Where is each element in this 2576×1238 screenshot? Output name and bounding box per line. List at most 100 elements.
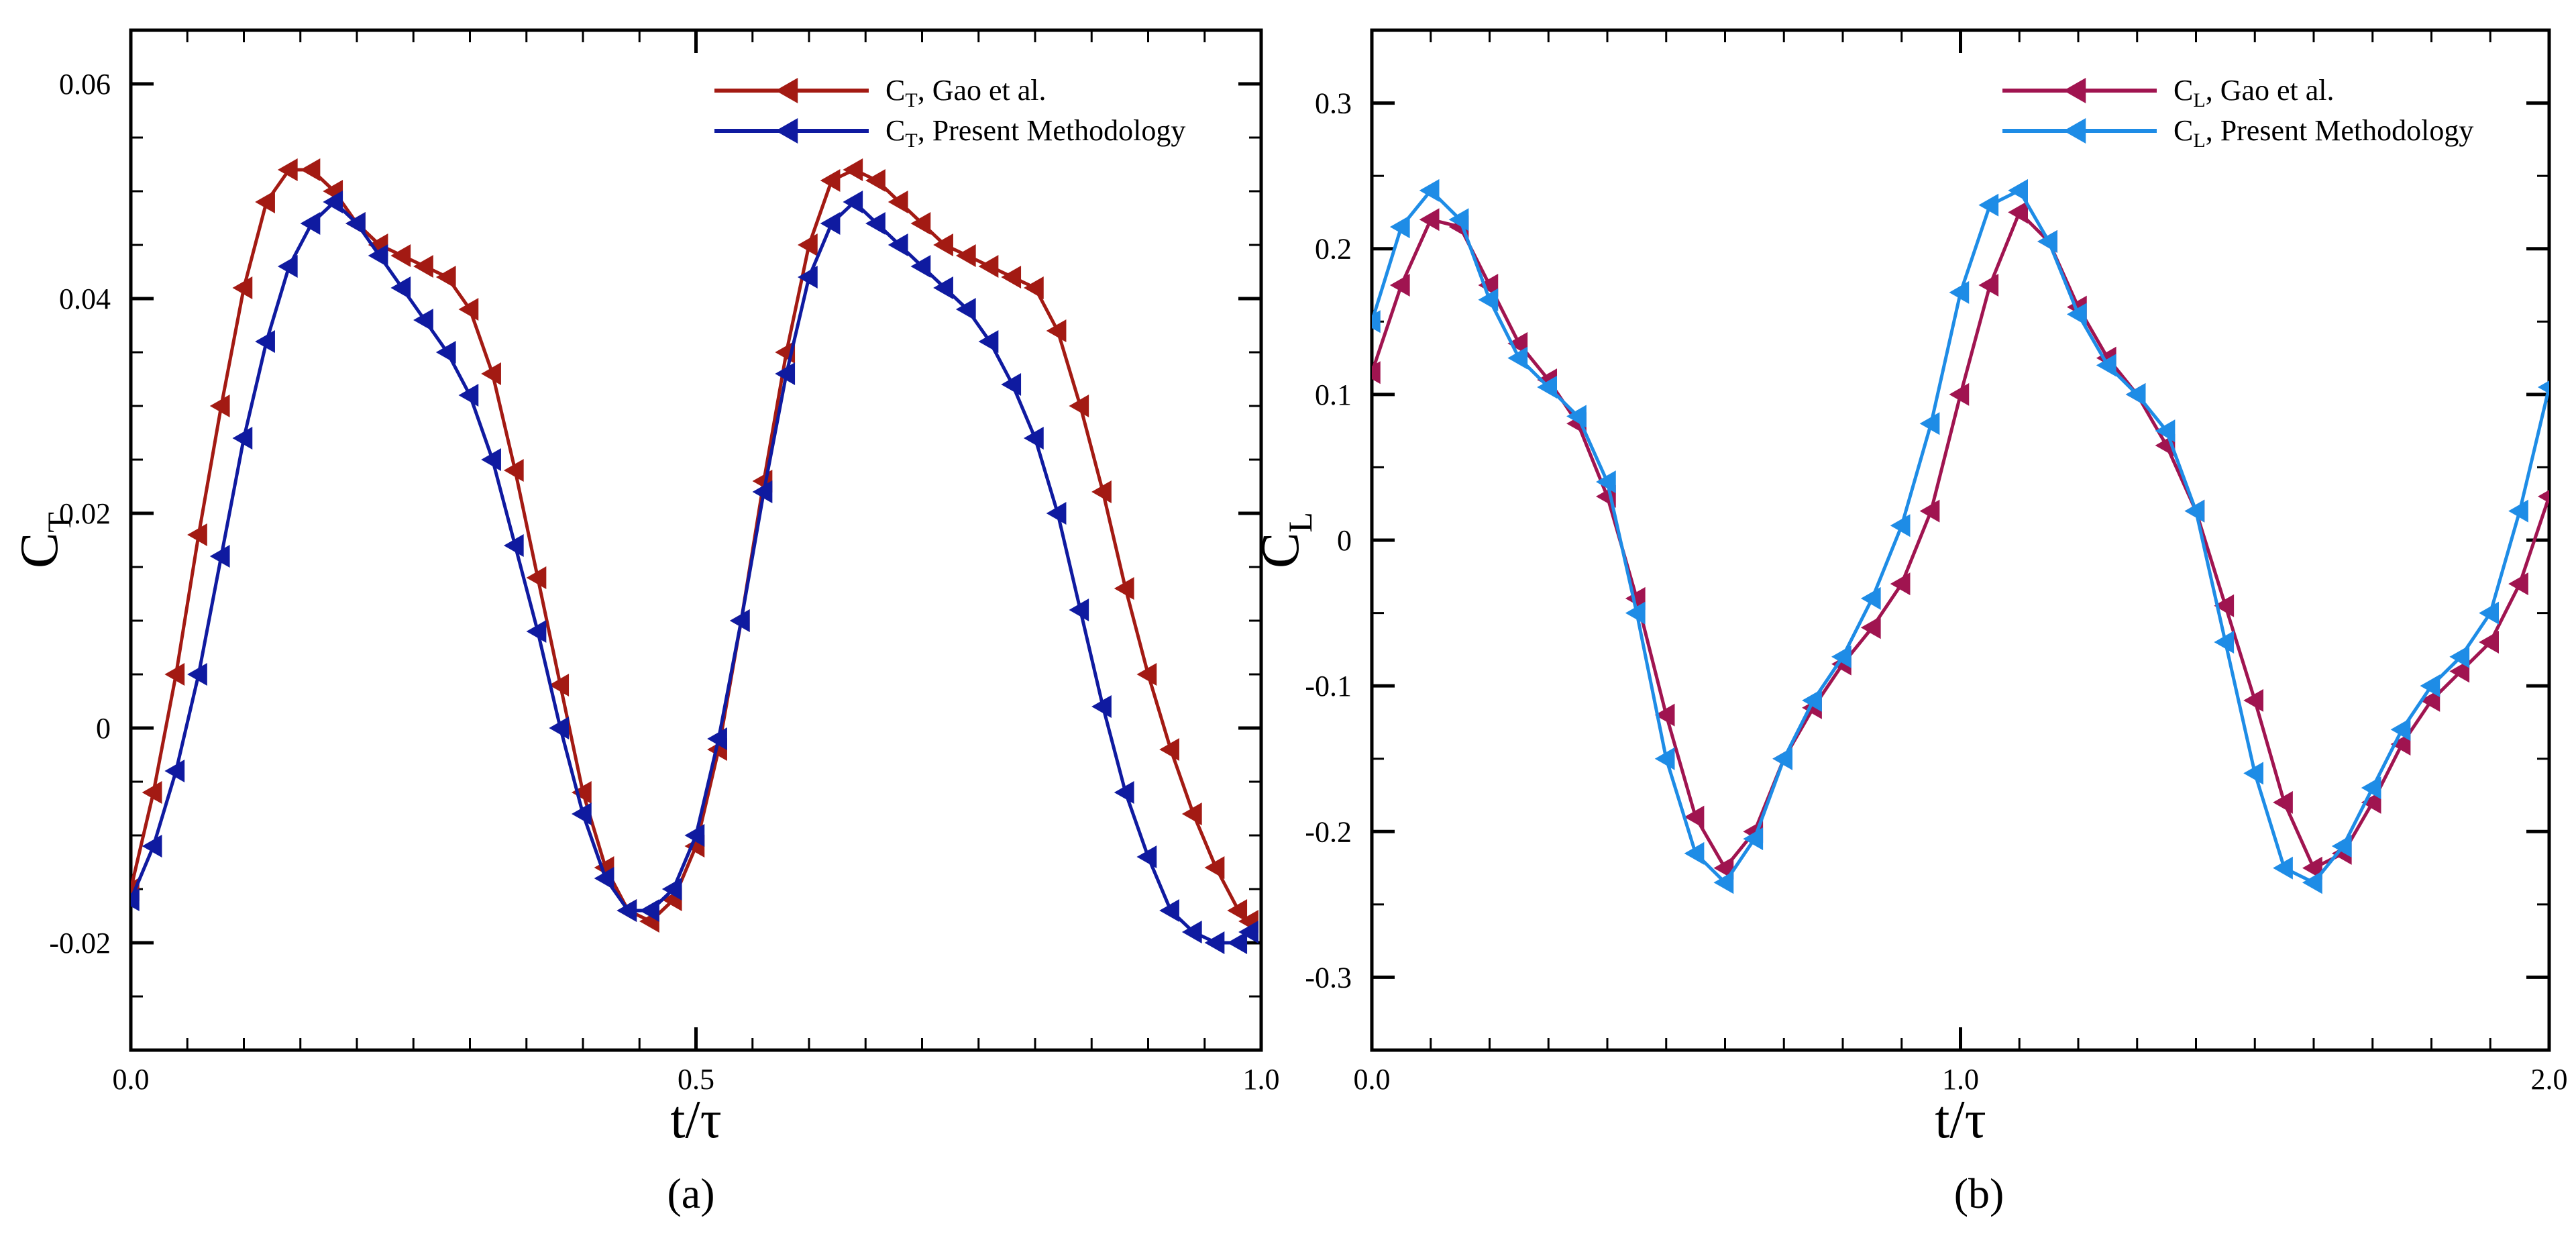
data-point-marker [1743, 827, 1764, 851]
x-axis-title: t/τ [1935, 1090, 1986, 1149]
data-point-marker [1181, 803, 1202, 825]
data-point-marker [1024, 427, 1044, 450]
y-axis-title-main: C [1251, 533, 1310, 568]
data-point-marker [390, 244, 411, 267]
data-point-marker [435, 341, 456, 364]
legend-marker [2063, 118, 2086, 144]
data-point-marker [2479, 601, 2499, 625]
data-point-marker [1890, 514, 1911, 537]
data-point-marker [300, 158, 321, 181]
data-point-marker [458, 298, 479, 321]
x-tick-label: 0.0 [113, 1063, 150, 1096]
data-point-marker [368, 244, 388, 267]
data-point-marker [323, 191, 343, 213]
data-point-marker [1136, 663, 1157, 686]
data-point-marker [1713, 871, 1734, 894]
y-tick-label: 0.2 [1315, 233, 1352, 266]
legend-label-subscript: L [2193, 89, 2205, 111]
y-tick-label: 0 [1337, 524, 1352, 557]
y-tick-label: 0.02 [59, 497, 111, 530]
legend-label-rest: , Gao et al. [2206, 74, 2334, 107]
data-point-marker [2096, 354, 2116, 377]
data-point-marker [1978, 193, 1999, 217]
legend: CL, Gao et al.CL, Present Methodology [2002, 74, 2473, 152]
data-point-marker [820, 169, 841, 192]
data-point-marker [2420, 674, 2440, 698]
data-point-marker [187, 663, 207, 686]
data-point-marker [2361, 790, 2381, 814]
series-line [1372, 210, 2549, 870]
data-point-marker [2538, 380, 2549, 394]
panel-caption: (a) [667, 1170, 714, 1217]
data-point-marker [843, 191, 863, 213]
data-point-marker [1419, 208, 1440, 231]
data-point-marker [978, 330, 999, 353]
y-axis-title-main: C [10, 533, 69, 568]
data-point-marker [1227, 899, 1248, 922]
series-present-methodology [1372, 178, 2549, 894]
data-point-marker [798, 234, 818, 256]
data-point-marker [1654, 747, 1675, 770]
data-point-marker [345, 212, 366, 235]
data-point-marker [1949, 382, 1970, 406]
data-point-marker [2125, 382, 2146, 406]
data-point-marker [729, 609, 750, 632]
data-point-marker [775, 362, 796, 385]
y-axis-title-subscript: L [1281, 512, 1319, 533]
data-point-marker [1001, 266, 1022, 289]
data-point-marker [2067, 303, 2087, 326]
data-point-marker [1159, 738, 1179, 761]
data-point-marker [1001, 373, 1022, 396]
legend-marker [775, 78, 798, 103]
data-point-marker [2331, 835, 2352, 858]
data-point-marker [413, 255, 433, 278]
data-point-marker [300, 212, 321, 235]
data-point-marker [1069, 599, 1089, 621]
plot-frame [129, 28, 1263, 1052]
data-point-marker [1919, 499, 1940, 523]
data-point-marker [820, 212, 841, 235]
data-point-marker [1181, 921, 1202, 943]
data-point-marker [888, 234, 908, 256]
legend-label-subscript: L [2193, 130, 2205, 152]
data-point-marker [910, 212, 931, 235]
data-point-marker [1625, 586, 1646, 610]
data-point-marker [1389, 215, 1410, 239]
data-point-marker [131, 888, 140, 911]
data-point-marker [481, 362, 501, 385]
data-point-marker [616, 899, 637, 922]
data-point-marker [1419, 178, 1440, 202]
data-point-marker [526, 566, 547, 589]
data-point-marker [1238, 921, 1258, 943]
data-point-marker [1831, 645, 1851, 668]
data-point-marker [2184, 499, 2205, 523]
data-point-marker [933, 276, 953, 299]
data-point-marker [2214, 594, 2235, 617]
data-point-marker [1372, 310, 1381, 333]
data-point-marker [1949, 280, 1970, 304]
data-point-marker [232, 276, 253, 299]
legend-item: CL, Gao et al. [2002, 74, 2334, 111]
x-axis-title: t/τ [670, 1090, 722, 1149]
data-point-marker [164, 663, 185, 686]
data-point-marker [209, 545, 230, 568]
data-point-marker [187, 523, 207, 546]
legend-item: CT, Gao et al. [714, 74, 1046, 111]
data-point-marker [1625, 601, 1646, 625]
data-point-marker [2508, 572, 2528, 596]
legend-item: CL, Present Methodology [2002, 114, 2473, 152]
legend-label: CT, Present Methodology [885, 114, 1185, 152]
data-point-marker [1114, 577, 1134, 600]
data-point-marker [277, 255, 298, 278]
data-point-marker [639, 899, 659, 922]
legend-label-main: C [885, 74, 905, 107]
data-point-marker [1919, 412, 1940, 435]
data-point-marker [933, 234, 953, 256]
data-point-marker [865, 169, 885, 192]
plot-frame [1370, 28, 2551, 1052]
data-point-marker [503, 459, 524, 482]
y-tick-label: -0.02 [49, 927, 111, 960]
data-point-marker [255, 191, 275, 213]
data-point-marker [2273, 790, 2293, 814]
